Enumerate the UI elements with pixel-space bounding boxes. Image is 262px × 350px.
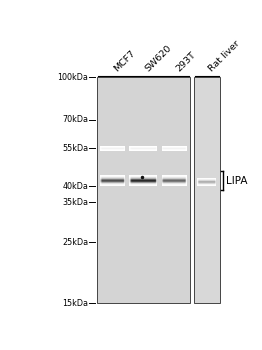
- Text: LIPA: LIPA: [226, 176, 247, 186]
- Text: 70kDa: 70kDa: [62, 115, 88, 124]
- Text: 35kDa: 35kDa: [62, 198, 88, 207]
- Text: Rat liver: Rat liver: [207, 38, 241, 73]
- Text: SW620: SW620: [143, 43, 173, 73]
- Text: 15kDa: 15kDa: [62, 299, 88, 308]
- Text: 25kDa: 25kDa: [62, 238, 88, 247]
- Bar: [194, 77, 220, 303]
- Text: 293T: 293T: [174, 50, 198, 73]
- Bar: [97, 77, 190, 303]
- Text: 55kDa: 55kDa: [62, 144, 88, 153]
- Text: 40kDa: 40kDa: [62, 182, 88, 191]
- Text: 100kDa: 100kDa: [57, 72, 88, 82]
- Text: MCF7: MCF7: [113, 48, 138, 73]
